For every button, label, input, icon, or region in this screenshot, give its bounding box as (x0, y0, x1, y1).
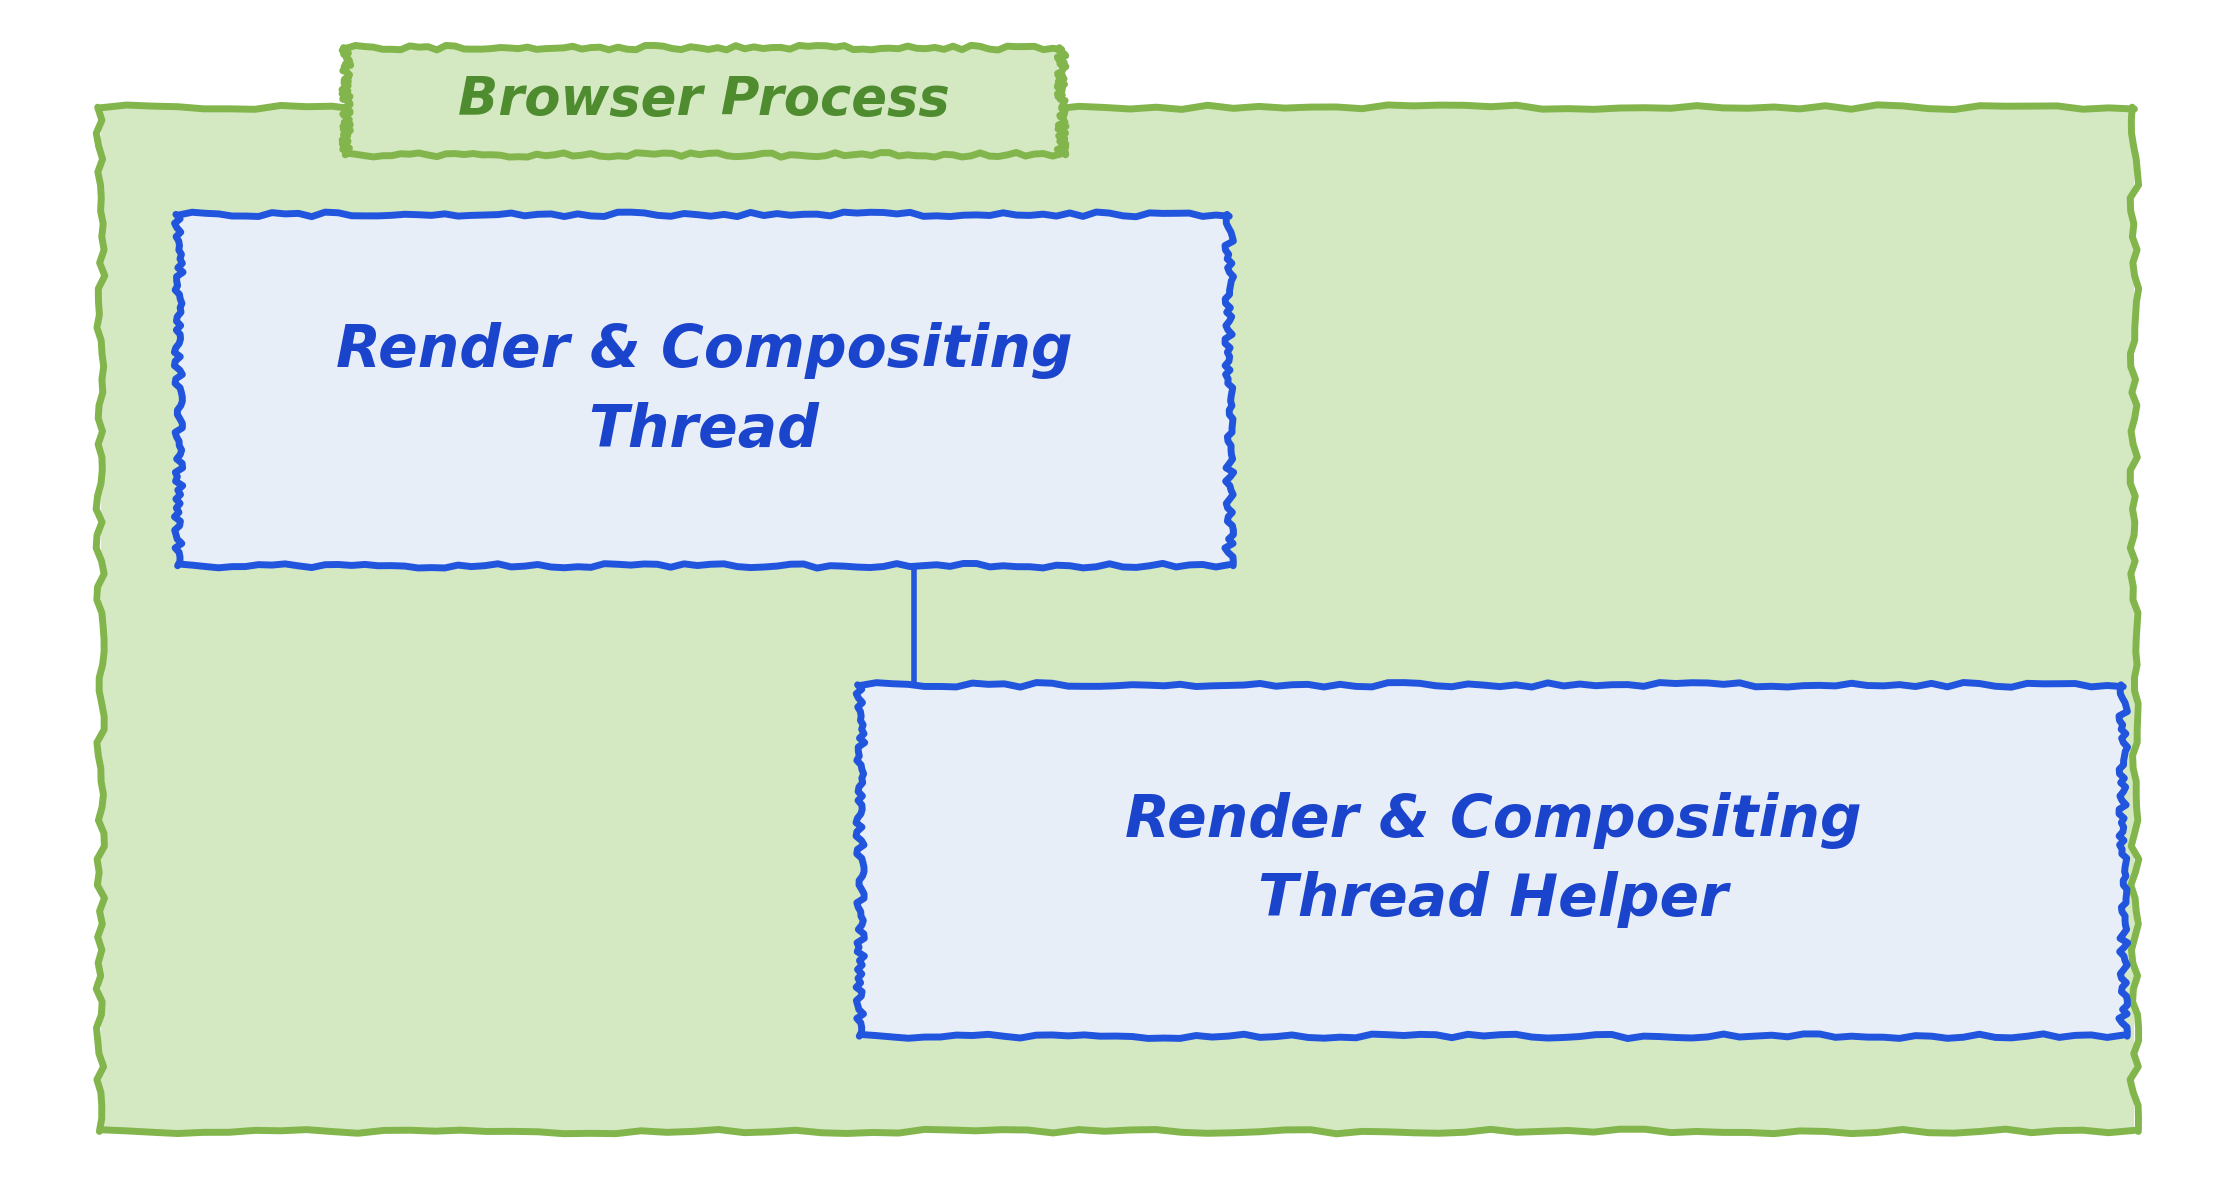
Text: Browser Process: Browser Process (458, 74, 950, 126)
Bar (860, 685, 2123, 1036)
Bar (101, 107, 2134, 1131)
Bar (179, 214, 1229, 566)
Text: Render & Compositing
Thread Helper: Render & Compositing Thread Helper (1124, 792, 1862, 928)
Bar (358, 95, 1050, 113)
Bar (346, 48, 1062, 155)
Text: Render & Compositing
Thread: Render & Compositing Thread (335, 323, 1073, 459)
